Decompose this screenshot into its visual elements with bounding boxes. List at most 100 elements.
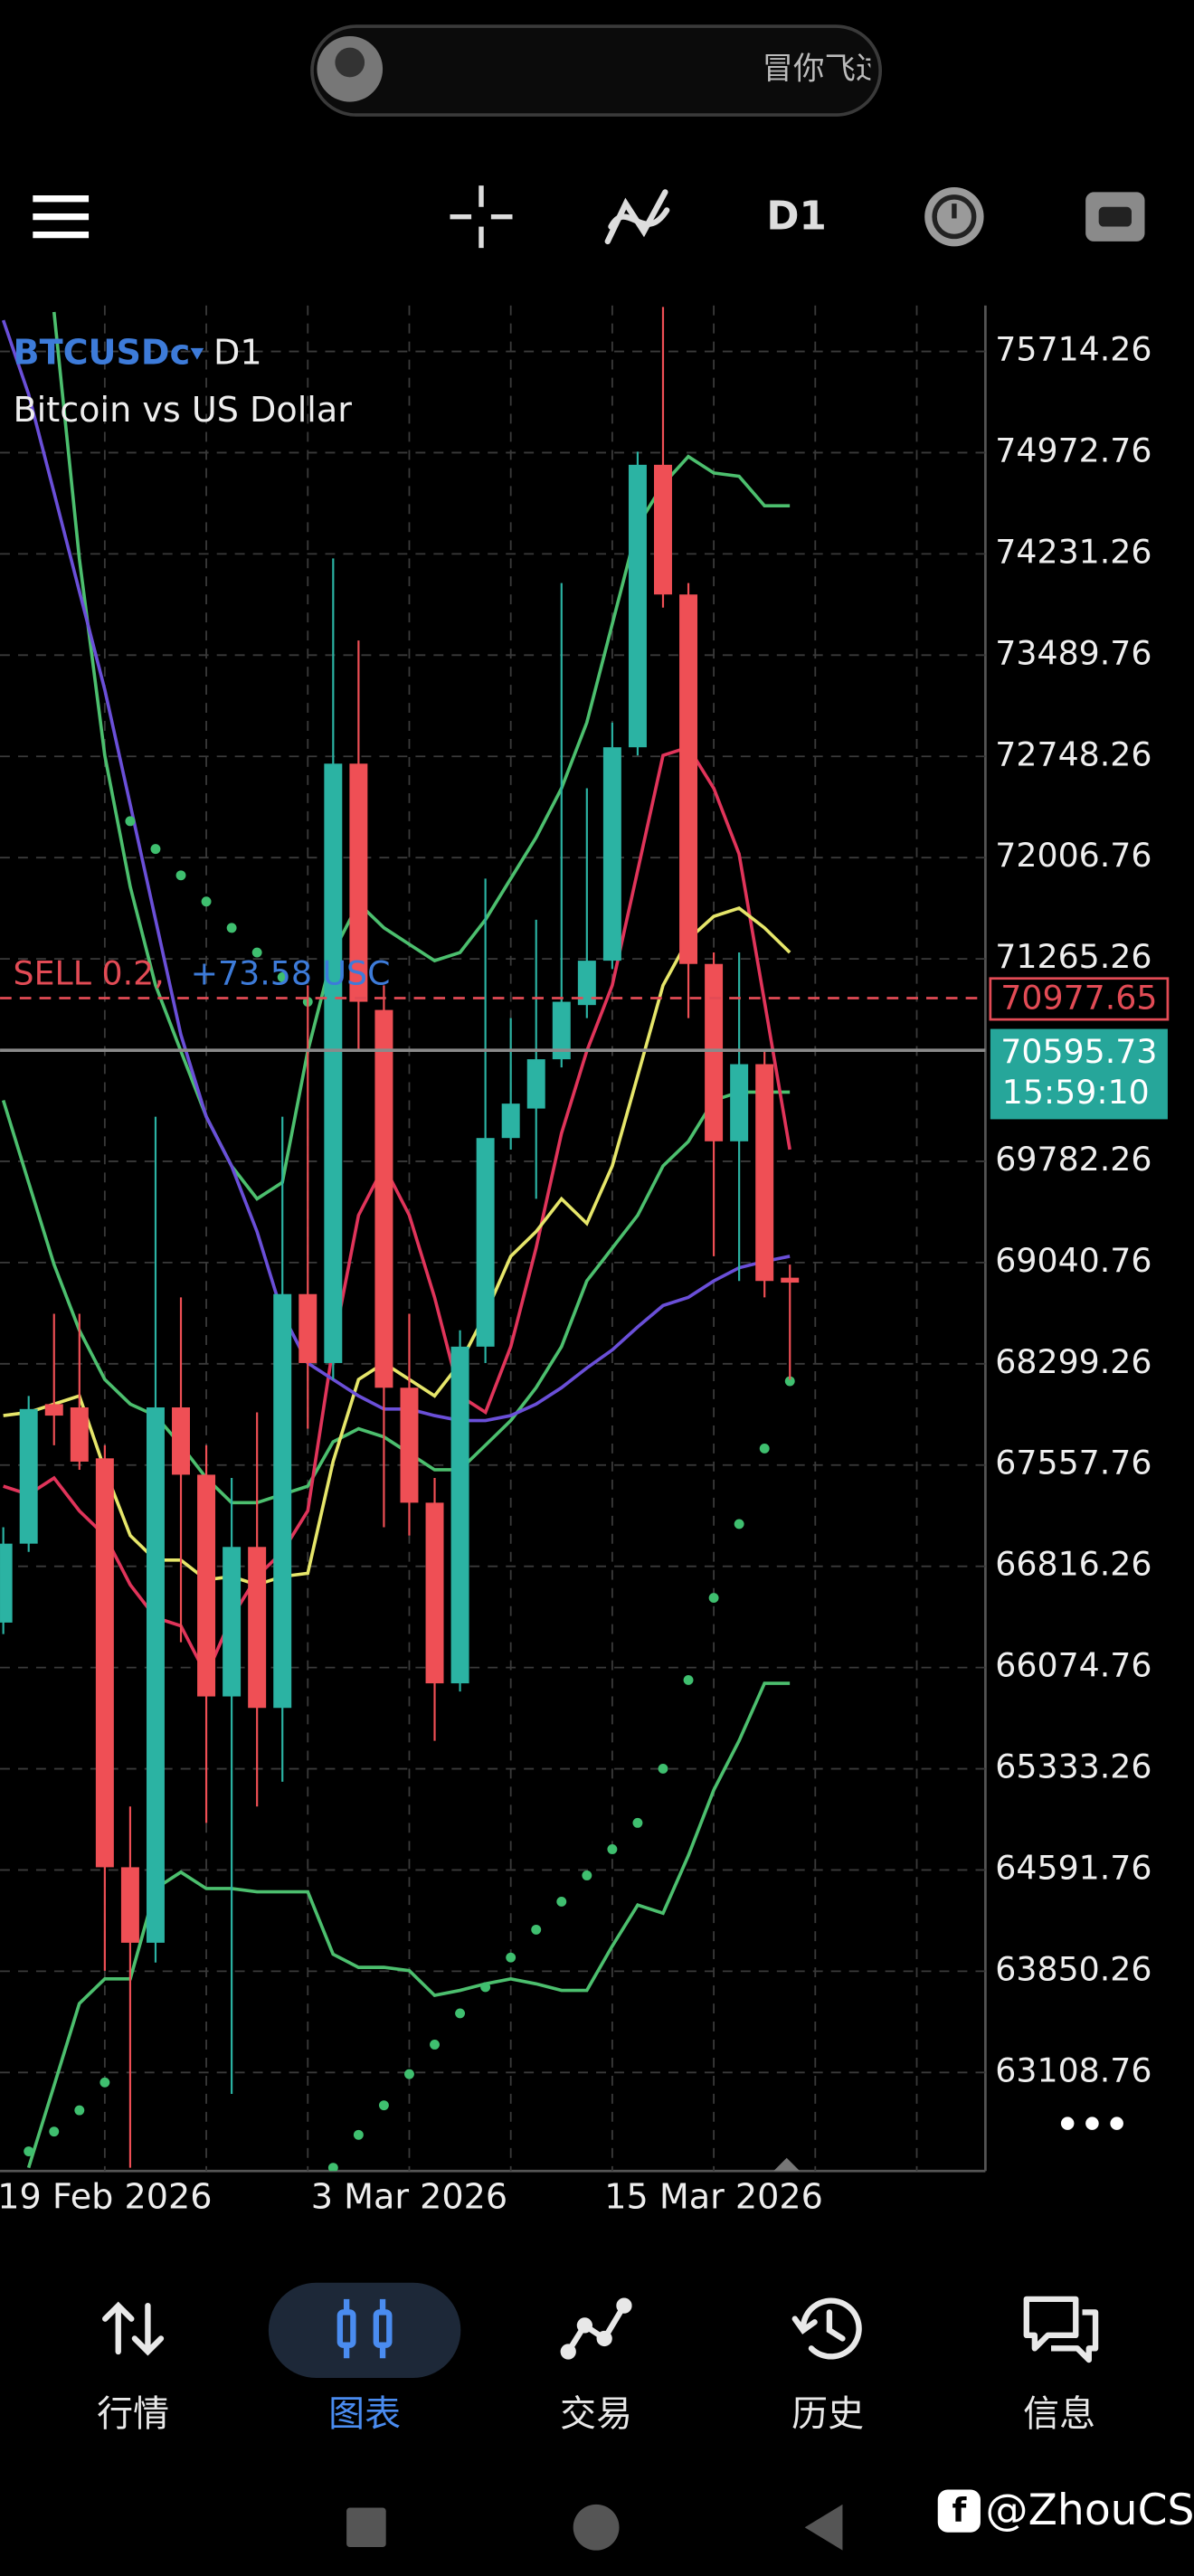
sar-dot xyxy=(759,1443,770,1454)
sar-dot xyxy=(784,1376,795,1387)
y-tick-label: 72006.76 xyxy=(995,836,1151,875)
y-tick-label: 72748.26 xyxy=(995,734,1151,773)
sar-dot xyxy=(175,870,186,881)
nav-item[interactable]: 行情 xyxy=(97,2301,169,2435)
sar-dot xyxy=(632,1817,643,1828)
crosshair-button[interactable] xyxy=(450,185,513,249)
candle-body xyxy=(450,1346,469,1684)
pill-frame xyxy=(310,24,883,117)
sar-dot xyxy=(531,1924,542,1935)
sar-dot xyxy=(277,971,288,982)
indicators-button[interactable] xyxy=(604,189,670,245)
nav-label: 图表 xyxy=(328,2393,401,2435)
y-tick-label: 66816.26 xyxy=(995,1545,1151,1584)
x-tick-label: 3 Mar 2026 xyxy=(311,2177,507,2217)
home-button[interactable] xyxy=(573,2504,620,2551)
candle-body xyxy=(95,1458,114,1868)
sar-dot xyxy=(404,2069,414,2079)
y-tick-label: 63850.26 xyxy=(995,1949,1151,1988)
candle-body xyxy=(628,464,647,748)
timeframe-button[interactable]: D1 xyxy=(766,194,826,239)
active-tab-highlight xyxy=(268,2282,461,2379)
sar-dot xyxy=(658,1763,668,1774)
candle-body xyxy=(298,1293,317,1363)
sar-dot xyxy=(734,1519,744,1530)
nav-item[interactable]: 历史 xyxy=(791,2297,864,2435)
indicator-line xyxy=(3,906,791,1586)
y-tick-label: 73489.76 xyxy=(995,633,1151,672)
candle-body xyxy=(374,1009,393,1388)
symbol-dropdown[interactable] xyxy=(190,347,204,360)
candle-body xyxy=(120,1867,139,1943)
sar-dot xyxy=(708,1593,719,1604)
y-tick-label: 68299.26 xyxy=(995,1342,1151,1381)
sar-dot xyxy=(100,2077,110,2088)
nav-label: 信息 xyxy=(1023,2393,1095,2435)
nav-label: 行情 xyxy=(97,2393,169,2435)
candle-body xyxy=(0,1543,13,1623)
sar-dot xyxy=(74,2105,85,2116)
user-text: 冒你飞过 xyxy=(762,52,886,88)
x-tick-label: 19 Feb 2026 xyxy=(0,2177,212,2217)
candle-body xyxy=(577,961,596,1006)
candle-body xyxy=(755,1064,774,1282)
candle-body xyxy=(248,1547,267,1709)
chart-timeframe: D1 xyxy=(213,333,262,373)
y-tick-label: 74231.26 xyxy=(995,532,1151,571)
sar-dot xyxy=(556,1896,567,1907)
symbol-description: Bitcoin vs US Dollar xyxy=(14,390,353,430)
candle-body xyxy=(349,763,368,1002)
y-tick-label: 69040.76 xyxy=(995,1241,1151,1280)
candle-body xyxy=(273,1293,292,1709)
candle-body xyxy=(400,1387,419,1503)
y-tick-label: 74972.76 xyxy=(995,431,1151,469)
indicator-line xyxy=(1,1090,791,1505)
status-pill[interactable]: 冒你飞过 xyxy=(310,24,886,117)
nav-item[interactable]: 信息 xyxy=(1023,2296,1099,2435)
sar-dot xyxy=(683,1675,694,1685)
candle-body xyxy=(705,963,724,1141)
candle-body xyxy=(197,1474,216,1697)
sar-dot xyxy=(24,2146,34,2156)
back-button[interactable] xyxy=(804,2504,843,2551)
position-price-tag xyxy=(989,977,1170,1021)
sar-dot xyxy=(430,2040,440,2050)
svg-text:f: f xyxy=(952,2491,967,2530)
clock-button[interactable] xyxy=(924,186,984,247)
avatar-figure xyxy=(335,47,365,78)
sar-dot xyxy=(49,2126,60,2137)
position-profit: +73.58 USC xyxy=(191,953,391,992)
candle-body xyxy=(781,1277,800,1283)
y-tick-label: 66074.76 xyxy=(995,1646,1151,1685)
more-button[interactable] xyxy=(1060,2117,1123,2130)
candle-body xyxy=(526,1059,545,1109)
plot xyxy=(0,307,986,2172)
menu-button[interactable] xyxy=(33,195,90,239)
sar-dot xyxy=(226,923,237,933)
indicator-line xyxy=(3,744,791,1680)
y-tick-label: 63108.76 xyxy=(995,2050,1151,2089)
scroll-marker xyxy=(773,2157,801,2172)
symbol[interactable]: BTCUSDc xyxy=(14,333,191,373)
nav-label: 交易 xyxy=(560,2393,632,2435)
grid xyxy=(0,305,986,2172)
candle-body xyxy=(324,763,343,1363)
sar-dot xyxy=(125,816,136,827)
y-tick-label: 71265.26 xyxy=(995,937,1151,976)
trade-button[interactable] xyxy=(1085,192,1145,242)
y-tick-label: 69782.26 xyxy=(995,1140,1151,1179)
nav-item[interactable]: 交易 xyxy=(560,2297,632,2435)
bar-countdown: 15:59:10 xyxy=(1002,1073,1150,1112)
nav-item[interactable]: 图表 xyxy=(328,2298,401,2435)
candle-body xyxy=(223,1547,242,1697)
watermark-logo: f xyxy=(937,2489,981,2533)
indicator-line xyxy=(1,319,791,1423)
candle-body xyxy=(172,1407,190,1475)
sar-dot xyxy=(506,1952,516,1963)
candle-body xyxy=(730,1064,749,1141)
recents-button[interactable] xyxy=(346,2507,386,2548)
sar-dot xyxy=(353,2129,364,2140)
toolbar: D1 xyxy=(33,185,1145,249)
candle-body xyxy=(146,1407,165,1943)
